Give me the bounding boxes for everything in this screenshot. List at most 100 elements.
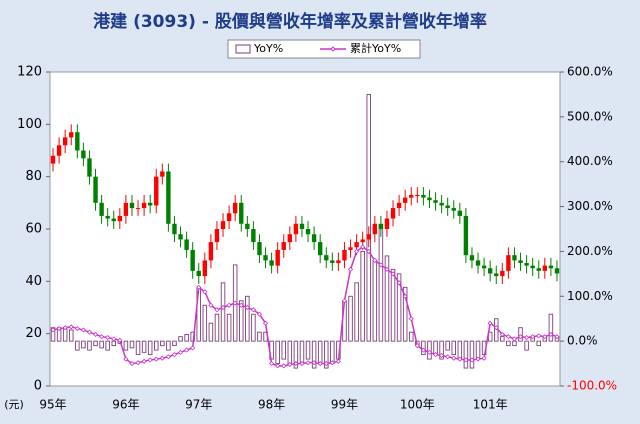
line-marker xyxy=(505,334,511,340)
candle-body xyxy=(226,213,232,222)
line-marker xyxy=(68,324,74,330)
yoy-bar xyxy=(402,286,408,342)
candle-body xyxy=(378,223,384,229)
yoy-bar xyxy=(536,340,542,347)
candle-body xyxy=(445,205,450,209)
candle-body xyxy=(147,202,153,206)
line-marker xyxy=(147,357,153,363)
yoy-bar xyxy=(293,340,299,369)
candle-body xyxy=(451,208,456,211)
legend-label: YoY% xyxy=(253,42,283,55)
yoy-bar xyxy=(451,340,457,356)
candle-body xyxy=(166,171,171,224)
yoy-bar xyxy=(166,340,171,351)
x-tick-label: 101年 xyxy=(473,398,508,412)
y2-tick-label: 100.0% xyxy=(567,289,613,303)
candle-body xyxy=(463,215,469,256)
candle-body xyxy=(81,150,86,159)
line-marker xyxy=(129,361,135,367)
candle-body xyxy=(117,215,123,222)
line-marker xyxy=(238,302,244,308)
yoy-bar xyxy=(390,268,396,342)
x-tick-label: 95年 xyxy=(39,398,66,412)
yoy-bar xyxy=(68,329,74,342)
candle-body xyxy=(232,202,238,214)
plot-area xyxy=(49,71,561,387)
candle-body xyxy=(494,273,499,277)
line-marker xyxy=(439,352,445,359)
line-marker xyxy=(165,354,171,360)
line-marker xyxy=(360,244,366,250)
candle-body xyxy=(542,265,548,271)
candle-body xyxy=(75,132,80,151)
y2-tick-label: 200.0% xyxy=(567,244,613,258)
line-marker xyxy=(50,327,56,333)
line-marker xyxy=(335,358,341,364)
line-marker xyxy=(74,326,80,332)
y-tick-label: 0 xyxy=(34,379,42,394)
yoy-bar xyxy=(153,340,159,351)
candle-body xyxy=(421,194,426,198)
yoy-bar xyxy=(457,340,463,360)
line-marker xyxy=(469,357,475,363)
candle-body xyxy=(433,200,438,203)
line-marker xyxy=(105,334,111,341)
candle-body xyxy=(178,234,183,240)
candle-body xyxy=(409,194,414,198)
yoy-bar xyxy=(160,340,165,347)
candle-body xyxy=(439,202,444,206)
candle-body xyxy=(390,208,396,219)
candle-body xyxy=(245,223,250,229)
candle-body xyxy=(348,247,353,250)
x-tick-label: 96年 xyxy=(112,398,139,412)
yoy-bar xyxy=(281,340,287,360)
line-marker xyxy=(475,356,481,362)
candle-body xyxy=(487,268,493,274)
candle-body xyxy=(196,270,201,277)
candle-body xyxy=(554,268,560,274)
line-marker xyxy=(499,331,505,337)
line-marker xyxy=(396,280,402,286)
line-marker xyxy=(220,304,226,311)
yoy-bar xyxy=(81,340,86,349)
line-marker xyxy=(414,343,420,349)
candle-body xyxy=(360,239,365,243)
yoy-bar xyxy=(208,322,214,342)
candle-body xyxy=(257,242,262,256)
candle-body xyxy=(56,145,62,156)
candle-body xyxy=(135,208,141,210)
line-marker xyxy=(171,352,178,358)
yoy-bar xyxy=(475,340,481,360)
line-marker xyxy=(378,262,384,268)
candle-body xyxy=(123,202,129,216)
yoy-bar xyxy=(123,340,129,351)
line-marker xyxy=(530,334,536,340)
line-marker xyxy=(451,355,457,361)
line-marker xyxy=(62,325,68,331)
line-marker xyxy=(493,325,499,331)
y-tick-label: 120 xyxy=(17,65,42,80)
line-marker xyxy=(463,357,469,363)
yoy-bar xyxy=(305,340,311,360)
candle-body xyxy=(500,270,505,277)
y2-tick-label: 300.0% xyxy=(567,199,613,213)
yoy-bar xyxy=(129,340,135,349)
line-marker xyxy=(269,361,275,367)
candle-body xyxy=(512,255,517,261)
candle-body xyxy=(384,218,390,229)
yoy-bar xyxy=(257,331,262,342)
line-marker xyxy=(524,334,530,341)
candle-body xyxy=(475,260,481,266)
candle-body xyxy=(87,158,92,177)
yoy-bar xyxy=(178,336,183,342)
line-marker xyxy=(287,361,293,368)
candle-body xyxy=(530,265,535,269)
candle-body xyxy=(154,176,159,206)
yoy-bar xyxy=(275,340,280,365)
candle-body xyxy=(427,197,432,201)
candle-body xyxy=(317,242,323,256)
y-unit-label: (元) xyxy=(4,398,24,411)
line-marker xyxy=(384,266,390,272)
